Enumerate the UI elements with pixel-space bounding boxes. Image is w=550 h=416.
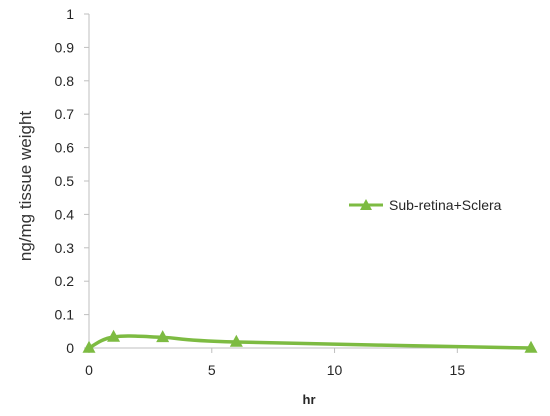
data-point-triangle-marker [524,340,538,353]
y-tick-label: 0.4 [55,206,75,222]
series-layer [82,329,538,353]
y-tick-label: 0.7 [55,106,75,122]
data-point-triangle-marker [107,329,121,342]
x-tick-label: 15 [450,362,466,378]
y-tick-label: 0 [66,340,74,356]
y-tick-label: 0.3 [55,240,75,256]
data-point-triangle-marker [82,340,96,353]
series-line [88,334,532,350]
x-tick-label: 10 [327,362,343,378]
x-tick-labels: 0 5 10 15 [85,348,465,378]
y-tick-label: 1 [66,6,74,22]
y-tick-label: 0.6 [55,140,75,156]
legend-triangle-marker-icon [360,199,372,210]
y-tick-label: 0.2 [55,273,75,289]
y-axis-title: ng/mg tissue weight [16,111,35,262]
y-tick-label: 0.5 [55,173,75,189]
y-tick-label: 0.8 [55,73,75,89]
data-point-triangle-marker [229,334,243,347]
y-tick-label: 0.1 [55,307,75,323]
legend-label: Sub-retina+Sclera [389,197,502,213]
x-tick-label: 0 [85,362,93,378]
legend: Sub-retina+Sclera [349,197,502,213]
x-tick-label: 5 [208,362,216,378]
y-tick-label: 0.9 [55,39,75,55]
data-point-triangle-marker [156,330,170,343]
y-tick-labels: 0 0.1 0.2 0.3 0.4 0.5 0.6 0.7 0.8 0.9 1 [55,6,89,356]
x-axis-title: hr [303,392,316,407]
